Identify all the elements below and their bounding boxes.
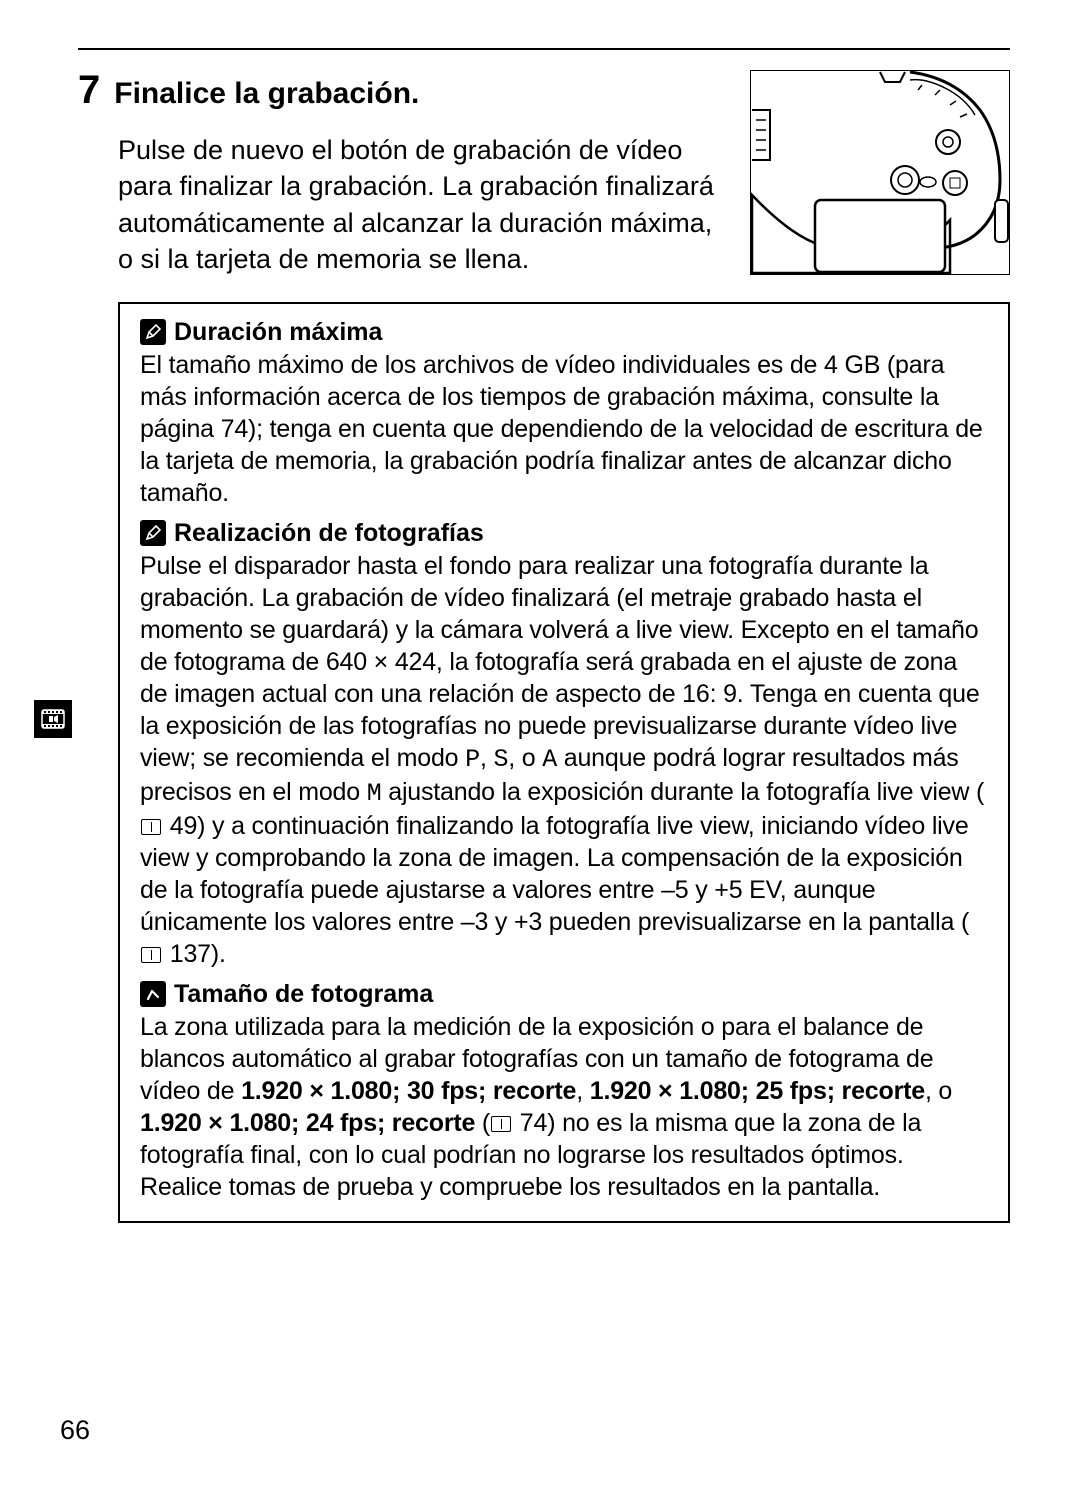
note-body-photos: Pulse el disparador hasta el fondo para … bbox=[140, 550, 988, 970]
page-ref-icon bbox=[141, 819, 161, 835]
step-number: 7 bbox=[78, 70, 100, 110]
info-box: Duración máxima El tamaño máximo de los … bbox=[118, 302, 1010, 1223]
note-heading-duration: Duración máxima bbox=[140, 318, 988, 347]
step-text: 7 Finalice la grabación. Pulse de nuevo … bbox=[78, 70, 750, 278]
step-title: Finalice la grabación. bbox=[114, 77, 419, 110]
note-title: Realización de fotografías bbox=[174, 519, 484, 548]
step-body: Pulse de nuevo el botón de grabación de … bbox=[118, 132, 730, 278]
note-body-framesize: La zona utilizada para la medición de la… bbox=[140, 1011, 988, 1203]
page-number: 66 bbox=[60, 1415, 90, 1446]
pencil-icon bbox=[140, 319, 166, 345]
step-row: 7 Finalice la grabación. Pulse de nuevo … bbox=[78, 70, 1010, 278]
note-title: Duración máxima bbox=[174, 318, 382, 347]
warning-icon bbox=[140, 981, 166, 1007]
note-title: Tamaño de fotograma bbox=[174, 980, 433, 1009]
note-body-duration: El tamaño máximo de los archivos de víde… bbox=[140, 349, 988, 509]
side-tab-video-icon bbox=[34, 700, 72, 738]
page-content: 7 Finalice la grabación. Pulse de nuevo … bbox=[78, 48, 1010, 1223]
page-ref-icon bbox=[491, 1116, 511, 1132]
note-heading-framesize: Tamaño de fotograma bbox=[140, 980, 988, 1009]
pencil-icon bbox=[140, 520, 166, 546]
camera-illustration bbox=[750, 70, 1010, 275]
step-heading: 7 Finalice la grabación. bbox=[78, 70, 730, 110]
note-heading-photos: Realización de fotografías bbox=[140, 519, 988, 548]
page-ref-icon bbox=[141, 947, 161, 963]
